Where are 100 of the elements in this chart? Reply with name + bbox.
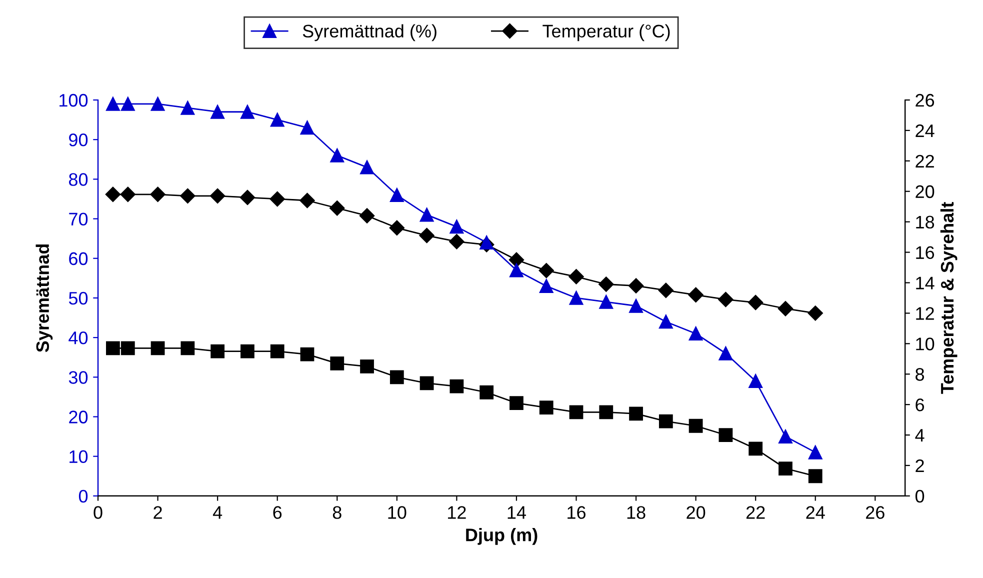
point	[210, 188, 226, 204]
point	[120, 341, 135, 356]
y2-tick-label: 6	[916, 398, 924, 412]
point	[240, 104, 254, 119]
y2-tick-label: 10	[916, 338, 934, 350]
point	[778, 430, 792, 444]
point	[658, 282, 674, 298]
x-tick-label: 26	[866, 506, 884, 519]
point	[688, 418, 703, 433]
point	[210, 344, 225, 358]
point	[300, 120, 314, 135]
point	[748, 374, 763, 388]
point	[628, 278, 644, 294]
point	[599, 405, 614, 420]
y2-tick-label: 24	[916, 124, 934, 137]
y2-tick-label: 26	[916, 94, 934, 107]
point	[748, 442, 763, 456]
y-tick-label: 0	[78, 490, 88, 503]
point	[120, 186, 136, 202]
x-tick-label: 14	[508, 506, 526, 519]
x-tick-label: 4	[212, 506, 222, 519]
y-tick-label: 50	[68, 292, 88, 305]
y-tick-label: 100	[60, 94, 88, 107]
point	[420, 376, 434, 390]
point	[449, 234, 464, 250]
point	[360, 360, 374, 374]
point	[419, 228, 434, 244]
point	[718, 428, 733, 442]
point	[480, 385, 494, 400]
point	[240, 190, 256, 206]
point	[270, 191, 285, 207]
x-tick-label: 10	[388, 506, 406, 519]
point	[300, 347, 314, 362]
point	[539, 400, 554, 415]
point	[120, 97, 135, 111]
point	[106, 341, 120, 356]
y-tick-label: 40	[68, 331, 88, 344]
point	[390, 370, 404, 384]
y2-tick-label: 16	[916, 246, 934, 259]
point	[389, 220, 404, 236]
point	[480, 236, 494, 250]
point	[300, 192, 315, 208]
point	[510, 396, 524, 410]
y-tick-label: 90	[69, 134, 88, 146]
point	[180, 188, 196, 204]
x-tick-label: 2	[154, 506, 162, 519]
point	[718, 292, 734, 308]
point	[330, 148, 344, 162]
x-tick-label: 24	[806, 506, 825, 519]
point	[778, 301, 794, 316]
point	[538, 262, 554, 278]
point	[748, 294, 764, 310]
point	[450, 379, 464, 394]
point	[569, 291, 584, 305]
y2-tick-label: 4	[915, 429, 924, 442]
x-tick-label: 0	[94, 506, 102, 519]
y2-tick-label: 12	[916, 307, 934, 320]
point	[180, 100, 195, 115]
point	[629, 298, 643, 313]
y2-tick-label: 2	[916, 459, 924, 472]
point	[568, 269, 584, 284]
point	[359, 208, 375, 224]
point	[360, 160, 374, 174]
point	[599, 294, 614, 309]
y-tick-label: 60	[69, 252, 88, 266]
legend-label: Syremättnad (%)	[302, 24, 436, 42]
point	[106, 97, 120, 111]
point	[508, 252, 524, 268]
point	[658, 414, 673, 428]
point	[778, 462, 792, 476]
x-tick-label: 20	[686, 506, 706, 519]
point	[270, 112, 284, 127]
point	[629, 406, 643, 421]
point	[539, 279, 554, 294]
point	[510, 263, 524, 278]
point	[808, 306, 823, 321]
y2-tick-label: 20	[916, 185, 934, 198]
point	[569, 405, 584, 420]
point	[598, 276, 614, 292]
point	[180, 341, 195, 356]
point	[105, 186, 121, 202]
y-tick-label: 10	[70, 450, 88, 464]
point	[210, 104, 225, 119]
point	[150, 97, 165, 111]
x-tick-label: 12	[448, 506, 466, 519]
y2-tick-label: 14	[916, 276, 934, 290]
y-tick-label: 70	[69, 212, 88, 226]
point	[688, 287, 704, 302]
x-tick-label: 16	[568, 506, 586, 519]
point	[150, 341, 165, 356]
point	[718, 346, 733, 360]
point	[150, 186, 166, 202]
y-tick-label: 30	[68, 371, 88, 384]
point	[808, 469, 822, 484]
point	[688, 326, 703, 341]
x-tick-label: 6	[273, 506, 282, 519]
point	[808, 445, 822, 460]
y-tick-label: 20	[69, 410, 88, 424]
x-axis-title: Djup (m)	[466, 528, 538, 545]
y2-axis-title: Temperatur & Syrehalt	[940, 202, 958, 394]
